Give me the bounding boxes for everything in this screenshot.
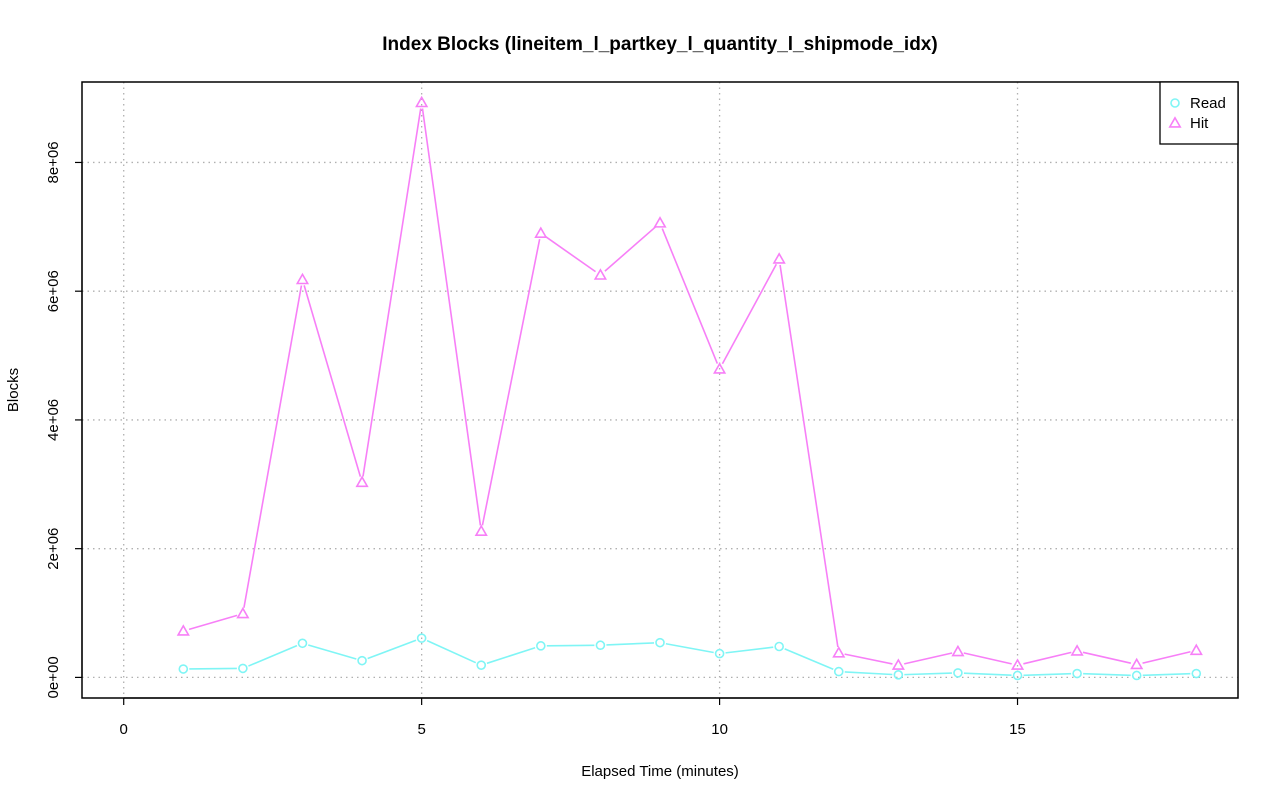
series-hit-point-8 xyxy=(653,216,667,228)
series-hit-segment-3 xyxy=(362,108,422,477)
series-hit-point-14 xyxy=(1010,658,1025,670)
series-read-segment-8 xyxy=(665,642,714,654)
series-read-point-0 xyxy=(178,664,189,674)
series-hit-point-9 xyxy=(713,362,727,374)
series-hit-point-3 xyxy=(355,475,369,488)
legend-box xyxy=(1159,81,1239,145)
y-tick-label-0: 0e+00 xyxy=(45,656,62,698)
series-hit-point-16 xyxy=(1130,657,1144,670)
x-tick-label-0: 0 xyxy=(120,721,128,738)
series-read-point-14 xyxy=(1012,670,1023,681)
series-read-segment-7 xyxy=(606,642,655,646)
series-hit-segment-0 xyxy=(188,614,238,631)
series-hit-segment-10 xyxy=(779,264,839,648)
series-read-point-4 xyxy=(416,633,427,643)
series-hit-segment-14 xyxy=(1023,651,1072,665)
x-axis: 0 5 10 15 xyxy=(120,697,1026,738)
series-read-point-8 xyxy=(655,637,665,648)
series-read-segment-2 xyxy=(308,644,357,660)
series-read-point-6 xyxy=(536,641,546,651)
series-read-segment-12 xyxy=(904,672,952,676)
series-hit-segment-9 xyxy=(721,263,778,365)
series-hit-point-0 xyxy=(176,624,190,636)
series-read-point-1 xyxy=(238,663,248,674)
series-hit-segment-5 xyxy=(481,238,541,526)
series-hit-segment-6 xyxy=(545,236,596,273)
series-read-point-16 xyxy=(1131,670,1142,681)
series-read-point-5 xyxy=(476,660,487,670)
series-hit-segment-4 xyxy=(421,108,482,526)
series-read-point-12 xyxy=(893,670,904,680)
y-axis: 0e+00 2e+06 4e+06 6e+06 8e+06 xyxy=(45,141,83,698)
series-read-segment-3 xyxy=(367,639,417,660)
series-hit-point-12 xyxy=(891,658,905,670)
series-read-segment-13 xyxy=(963,672,1012,677)
legend-label-hit: Hit xyxy=(1190,115,1209,132)
series-hit-point-4 xyxy=(415,95,429,108)
y-tick-label-3: 6e+06 xyxy=(45,270,62,312)
series-read-segment-6 xyxy=(546,644,595,647)
series-read-segment-10 xyxy=(784,648,834,671)
legend-marker-read xyxy=(1170,98,1180,108)
series-hit-point-6 xyxy=(534,226,548,238)
series-read-point-7 xyxy=(595,640,606,651)
y-tick-label-2: 4e+06 xyxy=(45,399,62,441)
series-read-point-15 xyxy=(1072,668,1082,679)
series-hit-segment-8 xyxy=(661,228,719,364)
series-read-point-13 xyxy=(953,668,963,678)
series-hit-point-5 xyxy=(474,524,488,536)
series-hit-point-17 xyxy=(1189,643,1203,656)
series-read-point-3 xyxy=(357,655,367,666)
series-hit-point-13 xyxy=(951,644,965,657)
series-hit-segment-1 xyxy=(243,285,303,608)
x-tick-label-1: 5 xyxy=(417,721,425,738)
series-hit-point-7 xyxy=(593,268,607,280)
y-axis-label: Blocks xyxy=(5,368,22,412)
series-hit-point-11 xyxy=(832,646,846,658)
legend-marker-hit xyxy=(1168,116,1182,128)
series-read-point-10 xyxy=(774,641,784,652)
legend-label-read: Read xyxy=(1190,95,1226,112)
series-read-point-17 xyxy=(1191,668,1202,679)
series-hit-point-2 xyxy=(295,272,310,285)
series-read-segment-11 xyxy=(844,671,893,676)
series-read-segment-9 xyxy=(725,646,774,654)
series-read-segment-1 xyxy=(248,644,298,667)
y-tick-label-4: 8e+06 xyxy=(45,141,62,183)
series-read-point-9 xyxy=(714,648,725,659)
series-hit-point-15 xyxy=(1070,644,1084,656)
series-hit-segment-12 xyxy=(904,652,953,665)
series-read-segment-4 xyxy=(426,639,477,664)
x-tick-label-3: 15 xyxy=(1009,721,1026,738)
series-hit-point-10 xyxy=(772,252,786,264)
series-hit xyxy=(176,95,1203,670)
series-hit-segment-2 xyxy=(303,285,362,477)
series-hit-segment-7 xyxy=(604,226,657,272)
chart-title: Index Blocks (lineitem_l_partkey_l_quant… xyxy=(382,34,937,55)
series-read-point-11 xyxy=(833,666,844,677)
series-hit-point-1 xyxy=(236,606,250,619)
series-hit-segment-13 xyxy=(963,652,1012,665)
x-tick-label-2: 10 xyxy=(711,721,728,738)
series-hit-segment-11 xyxy=(844,653,893,665)
x-axis-label: Elapsed Time (minutes) xyxy=(581,763,739,780)
series-hit-segment-15 xyxy=(1082,651,1132,664)
legend: Read Hit xyxy=(1159,81,1239,145)
series-read xyxy=(178,633,1202,681)
series-read-segment-15 xyxy=(1083,672,1131,677)
series-read-point-2 xyxy=(297,638,308,649)
series-hit-segment-16 xyxy=(1142,650,1191,664)
series-read-segment-14 xyxy=(1023,672,1072,677)
series-layer xyxy=(176,95,1203,681)
y-tick-label-1: 2e+06 xyxy=(45,528,62,570)
series-read-segment-0 xyxy=(189,667,237,670)
series-read-segment-5 xyxy=(486,646,536,665)
grid xyxy=(82,82,1238,698)
series-read-segment-16 xyxy=(1142,672,1191,677)
